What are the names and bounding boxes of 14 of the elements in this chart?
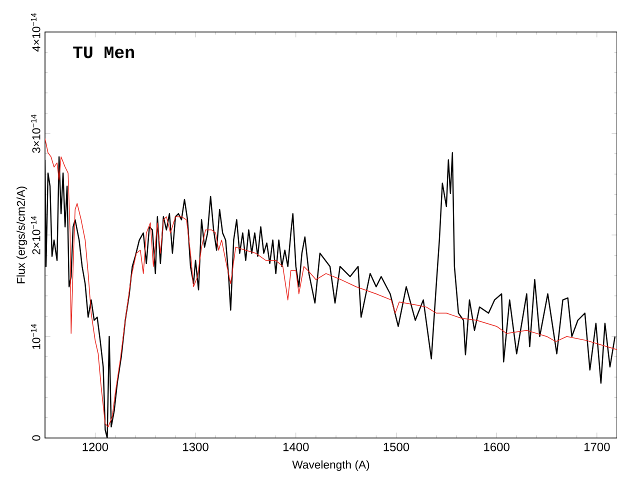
x-tick-label: 1700	[584, 442, 610, 452]
x-tick-label: 1600	[484, 442, 510, 452]
y-tick-label: 2×10$^{−14}$	[30, 216, 40, 254]
y-tick-label: 4×10$^{−14}$	[30, 13, 40, 52]
x-tick-label: 1400	[283, 442, 309, 452]
y-tick-label: 0	[32, 435, 40, 441]
y-axis-title: Flux (ergs/s/cm2/A)	[16, 186, 28, 284]
text: TU Men	[73, 46, 134, 58]
x-tick-label: 1200	[82, 442, 108, 452]
x-axis-title: Wavelength (A)	[292, 460, 370, 471]
y-tick-label: 10$^{−14}$	[30, 324, 40, 349]
x-tick-label: 1300	[183, 442, 208, 452]
x-tick-label: 1500	[384, 442, 410, 452]
y-tick-label: 3×10$^{−14}$	[30, 114, 40, 153]
